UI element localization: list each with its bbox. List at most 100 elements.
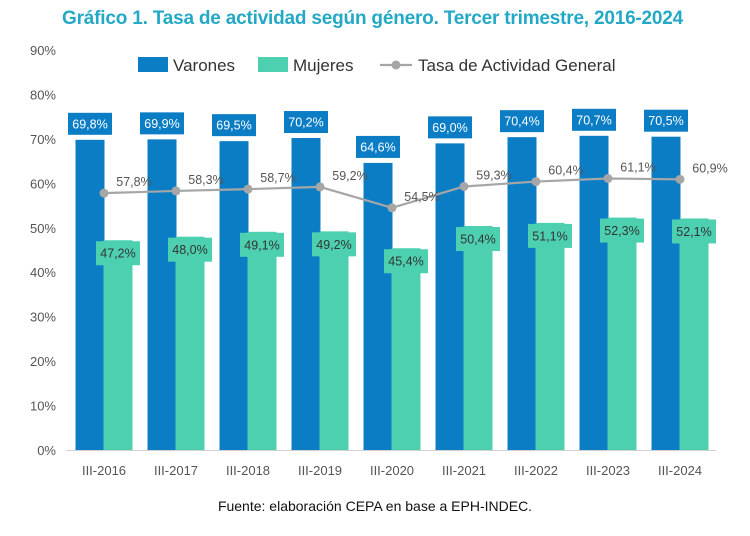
data-label-general: 60,9% [692,161,727,175]
data-label-varones: 70,2% [288,116,323,130]
y-tick-label: 20% [30,354,56,369]
data-label-varones: 64,6% [360,140,395,154]
bar-mujeres [679,218,709,450]
data-label-mujeres: 51,1% [532,229,567,243]
y-tick-label: 0% [37,443,56,458]
label-box-mujeres [528,223,572,248]
y-tick-label: 10% [30,399,56,414]
x-tick-label: III-2022 [514,463,558,478]
data-label-general: 59,2% [332,169,367,183]
data-label-varones: 70,5% [648,114,683,128]
bar-varones [651,136,681,450]
y-tick-label: 50% [30,221,56,236]
data-label-varones: 69,9% [144,117,179,131]
data-label-mujeres: 45,4% [388,255,423,269]
label-box-mujeres [384,249,428,274]
label-box-varones [500,110,544,133]
label-box-mujeres [600,218,644,243]
label-box-varones [284,111,328,134]
label-box-varones [644,109,688,132]
label-box-varones [572,108,616,131]
label-box-mujeres [672,219,716,244]
bar-varones [507,137,537,450]
point-general [387,203,397,213]
x-tick-label: III-2016 [82,463,126,478]
bar-varones [579,135,609,450]
data-label-general: 58,3% [188,173,223,187]
point-general [171,186,181,196]
label-box-varones [140,112,184,135]
data-label-mujeres: 52,1% [676,225,711,239]
x-tick-label: III-2023 [586,463,630,478]
label-box-varones [68,112,112,135]
data-label-general: 61,1% [620,160,655,174]
bar-varones [435,143,465,450]
data-label-general: 57,8% [116,175,151,189]
point-general [243,184,253,194]
label-box-varones [428,116,472,139]
point-general [603,173,613,183]
x-tick-label: III-2018 [226,463,270,478]
bar-mujeres [247,231,277,450]
data-label-mujeres: 49,2% [316,238,351,252]
data-label-varones: 69,8% [72,117,107,131]
bar-varones [363,162,393,450]
y-tick-label: 80% [30,87,56,102]
data-label-varones: 70,7% [576,113,611,127]
data-label-mujeres: 47,2% [100,247,135,261]
data-label-general: 59,3% [476,168,511,182]
label-box-varones [356,135,400,158]
label-box-mujeres [456,227,500,252]
data-label-mujeres: 48,0% [172,243,207,257]
bar-mujeres [103,240,133,450]
legend-swatch-varones [138,57,168,72]
y-tick-label: 60% [30,176,56,191]
y-tick-label: 70% [30,132,56,147]
x-tick-label: III-2020 [370,463,414,478]
label-box-mujeres [168,237,212,262]
legend-label-varones: Varones [173,56,235,75]
label-box-mujeres [240,232,284,257]
bar-varones [75,139,105,450]
data-label-varones: 69,0% [432,121,467,135]
data-label-mujeres: 52,3% [604,224,639,238]
bar-varones [147,139,177,451]
legend-label-general: Tasa de Actividad General [418,56,616,75]
x-tick-label: III-2024 [658,463,702,478]
bar-mujeres [319,231,349,450]
legend-marker-general [391,60,401,70]
data-label-varones: 69,5% [216,119,251,133]
label-box-mujeres [312,232,356,257]
data-label-mujeres: 50,4% [460,233,495,247]
point-general [315,182,325,192]
y-tick-label: 40% [30,265,56,280]
source-note: Fuente: elaboración CEPA en base a EPH-I… [217,498,533,514]
bar-mujeres [463,226,493,450]
x-tick-label: III-2021 [442,463,486,478]
bar-mujeres [535,222,565,450]
bar-mujeres [175,236,205,450]
point-general [675,174,685,184]
y-tick-label: 30% [30,310,56,325]
bar-varones [219,141,249,450]
bar-mujeres [607,217,637,450]
legend-swatch-mujeres [258,57,288,72]
chart-title: Gráfico 1. Tasa de actividad según géner… [62,8,684,29]
label-box-varones [212,114,256,137]
x-tick-label: III-2019 [298,463,342,478]
data-label-varones: 70,4% [504,115,539,129]
y-tick-label: 90% [30,43,56,58]
data-label-general: 58,7% [260,171,295,185]
data-label-general: 60,4% [548,164,583,178]
legend-label-mujeres: Mujeres [293,56,353,75]
bar-mujeres [391,248,421,450]
x-tick-label: III-2017 [154,463,198,478]
point-general [531,177,541,187]
point-general [459,181,469,191]
data-label-general: 54,5% [404,190,439,204]
bar-varones [291,138,321,451]
point-general [99,188,109,198]
data-label-mujeres: 49,1% [244,238,279,252]
label-box-mujeres [96,241,140,266]
